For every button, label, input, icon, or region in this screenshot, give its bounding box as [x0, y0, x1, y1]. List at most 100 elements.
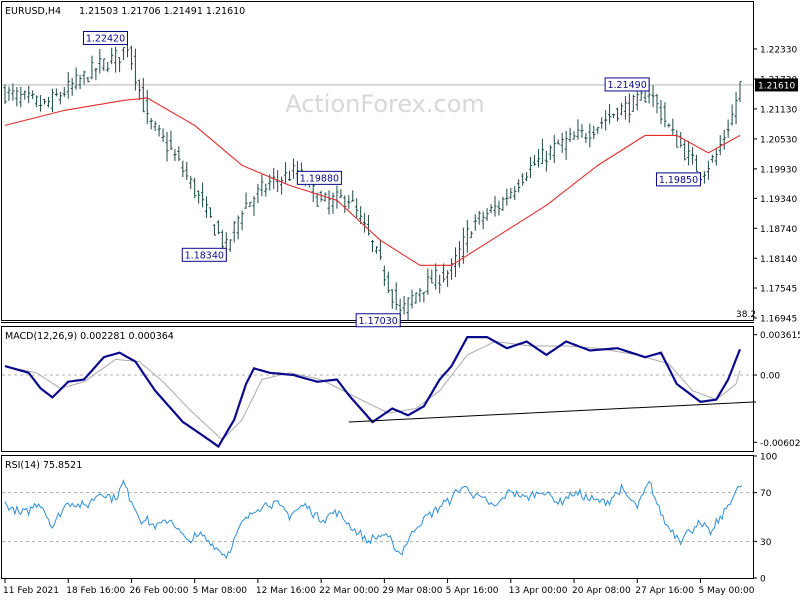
price-annotation-box: [83, 30, 128, 45]
price-bar: [339, 189, 343, 199]
chart-header-ohlc: 1.21503 1.21706 1.21491 1.21610: [79, 6, 245, 17]
price-bar: [414, 292, 418, 304]
price-axis-label: 1.18140: [760, 255, 797, 265]
price-bar: [366, 214, 371, 236]
price-bar: [564, 130, 568, 161]
macd-axis-label: 0.00: [760, 372, 780, 382]
price-bar: [469, 231, 473, 239]
price-bar: [133, 48, 138, 91]
price-bar: [615, 107, 620, 122]
price-bar: [27, 85, 31, 104]
price-bar: [671, 118, 675, 136]
price-bar: [607, 103, 612, 124]
price-annotation-box: [181, 247, 227, 262]
price-bar: [355, 198, 359, 218]
price-axis-label: 1.19930: [760, 165, 797, 175]
price-bar: [623, 96, 628, 120]
price-bar: [493, 195, 497, 217]
price-bar: [714, 148, 718, 166]
price-bar: [82, 70, 86, 85]
price-bar: [315, 192, 319, 207]
rsi-axis-label: 0: [760, 575, 766, 585]
price-bar: [580, 124, 584, 138]
price-annotation-box: [355, 313, 401, 328]
price-bar: [114, 46, 118, 73]
price-bar: [505, 188, 509, 206]
price-bar: [438, 274, 442, 294]
x-axis-label: 11 Feb 2021: [3, 586, 59, 596]
price-bar: [738, 81, 742, 103]
price-annotation: 1.21490: [604, 77, 650, 92]
price-bar: [252, 196, 256, 216]
price-bar: [576, 119, 580, 140]
price-bar: [66, 71, 70, 99]
price-bar: [280, 176, 284, 195]
x-axis-label: 26 Feb 00:00: [129, 586, 188, 596]
price-annotation: 1.22420: [83, 30, 128, 45]
price-bar: [189, 176, 193, 189]
price-bar: [193, 177, 197, 199]
current-price-box: [755, 78, 798, 92]
price-bar: [240, 210, 244, 231]
price-bar: [38, 95, 43, 112]
price-axis-label: 1.22330: [760, 45, 797, 55]
price-bar: [181, 160, 185, 178]
price-bar: [31, 90, 35, 100]
price-bar: [568, 127, 572, 142]
price-bar: [619, 103, 624, 116]
price-bar: [734, 92, 738, 125]
price-bar: [611, 113, 616, 119]
price-annotation-label: 1.19880: [300, 173, 339, 184]
price-bar: [402, 296, 406, 315]
price-bar: [212, 224, 217, 236]
price-bar: [706, 160, 710, 180]
macd-signal-line: [4, 340, 741, 441]
price-bar: [98, 49, 102, 74]
price-bar: [359, 206, 363, 225]
price-axis-label: 1.20530: [760, 135, 797, 145]
price-bar: [173, 149, 177, 162]
rsi-axis-label: 70: [760, 489, 772, 499]
price-bar: [489, 204, 493, 214]
price-bar: [74, 67, 78, 90]
price-bar: [600, 117, 604, 129]
price-bar: [378, 239, 383, 261]
fib-label: 38.2: [736, 310, 756, 320]
price-axis-label: 1.21130: [760, 105, 797, 115]
price-bar: [283, 162, 288, 184]
price-annotation-box: [655, 172, 701, 187]
price-bar: [260, 174, 264, 197]
price-annotation-box: [604, 77, 650, 92]
chart-header-symbol: EURUSD,H4: [5, 6, 61, 17]
price-bar: [532, 155, 537, 166]
price-bar: [200, 182, 205, 208]
price-bar: [370, 240, 375, 253]
rsi-axis-label: 30: [760, 538, 772, 548]
price-bar: [137, 79, 141, 101]
price-bar: [667, 123, 671, 128]
price-bar: [540, 138, 545, 165]
price-bar: [157, 124, 161, 137]
price-bar: [343, 195, 347, 213]
price-bar: [362, 212, 367, 233]
price-bar: [552, 134, 556, 164]
price-bar: [216, 220, 220, 235]
price-bar: [129, 45, 134, 70]
price-annotation: 1.19880: [296, 170, 342, 185]
price-bar: [319, 190, 323, 202]
price-bar: [117, 57, 122, 73]
price-bar: [291, 158, 296, 179]
price-bar: [54, 88, 58, 97]
price-bar: [517, 179, 521, 193]
price-bar: [663, 102, 667, 128]
price-bar: [604, 110, 608, 131]
price-bar: [509, 187, 513, 199]
price-bar: [169, 130, 173, 151]
price-annotation-label: 1.19850: [659, 175, 698, 186]
price-bar: [90, 55, 94, 80]
rsi-axis-label: 100: [760, 453, 777, 463]
price-bar: [457, 241, 462, 268]
price-bar: [236, 215, 240, 240]
price-bar: [394, 282, 398, 311]
price-bar: [228, 239, 232, 252]
